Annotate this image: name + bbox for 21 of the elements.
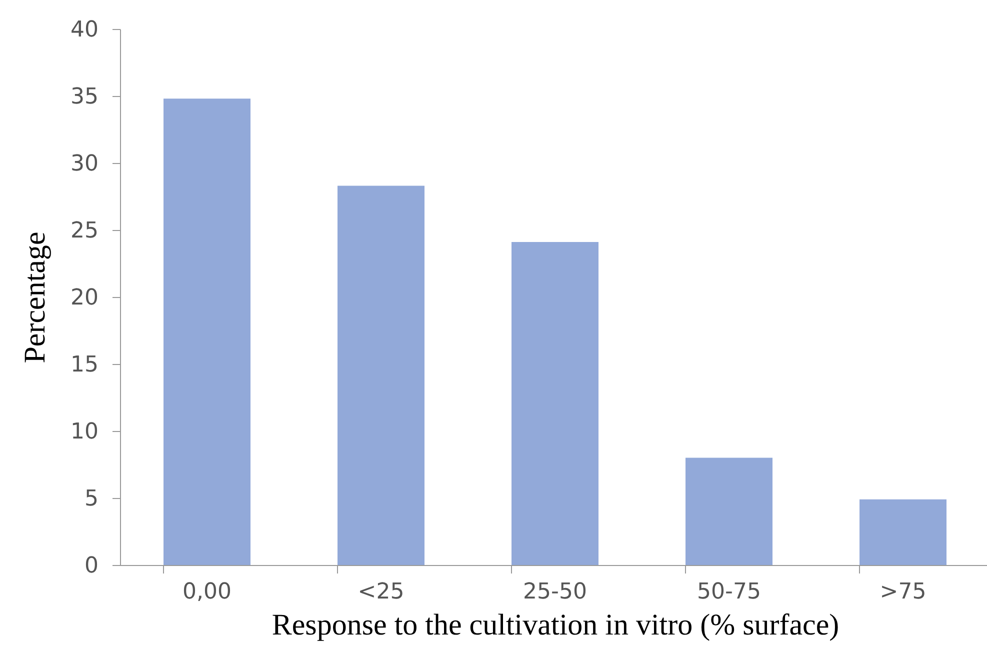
x-tick-label: 0,00 bbox=[182, 580, 232, 604]
y-tick-label: 30 bbox=[70, 152, 98, 176]
y-tick-label: 40 bbox=[70, 18, 98, 42]
y-tick-label: 20 bbox=[70, 286, 98, 310]
x-tick-label: >75 bbox=[880, 580, 926, 604]
y-tick-label: 0 bbox=[84, 554, 98, 578]
y-axis-title: Percentage bbox=[18, 232, 52, 364]
x-tick-label: 25-50 bbox=[523, 580, 587, 604]
x-axis-title: Response to the cultivation in vitro (% surface) bbox=[272, 608, 840, 642]
bar bbox=[512, 242, 598, 565]
y-tick-label: 15 bbox=[70, 352, 98, 378]
y-tick-label: 5 bbox=[84, 486, 98, 512]
bar bbox=[164, 98, 250, 565]
y-tick-label: 10 bbox=[70, 420, 98, 444]
y-tick-label: 35 bbox=[70, 84, 98, 110]
bar bbox=[686, 458, 772, 565]
y-tick-label: 25 bbox=[70, 218, 98, 244]
x-tick-label: <25 bbox=[358, 580, 404, 604]
bar bbox=[338, 186, 424, 565]
x-tick-label: 50-75 bbox=[697, 580, 761, 604]
bar bbox=[860, 499, 946, 565]
